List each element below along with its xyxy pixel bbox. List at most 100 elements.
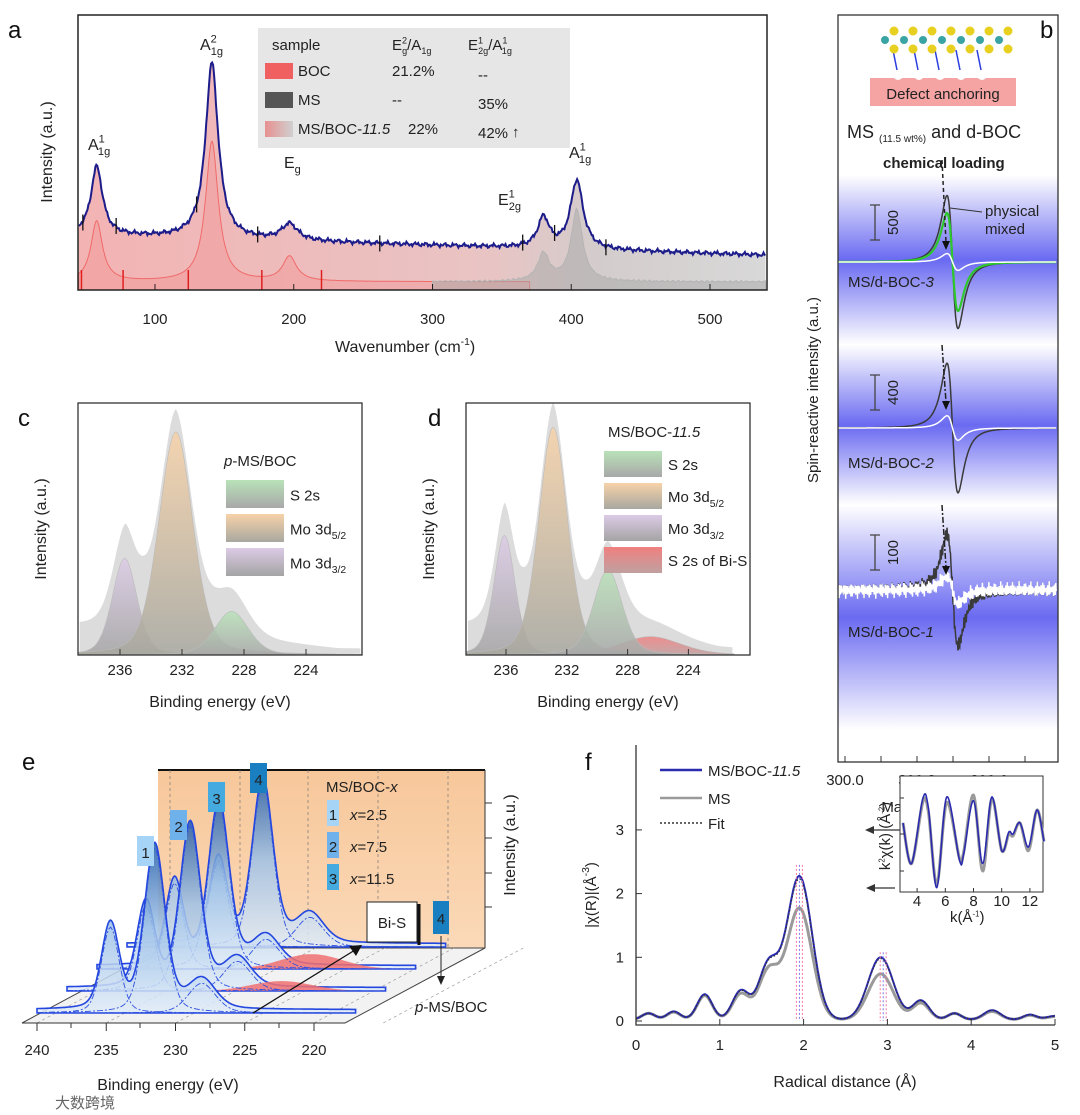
y-axis-label: Intensity (a.u.) bbox=[39, 101, 56, 202]
reference-trace bbox=[837, 414, 1057, 442]
scale-bar-label: 400 bbox=[885, 380, 902, 405]
peak-label: Eg bbox=[284, 155, 301, 176]
text-span: p bbox=[414, 999, 423, 1016]
label-base: S 2s bbox=[290, 487, 320, 504]
component-peak bbox=[466, 569, 735, 655]
panel-a-raman-chart: 100 200 300 400 500 Wavenumber (cm-1) Intensit… bbox=[39, 14, 768, 356]
label-sup: 1 bbox=[580, 141, 586, 153]
bi-s-box bbox=[366, 901, 418, 943]
table-sample: MS/BOC-11.5 bbox=[298, 121, 391, 138]
text-span: BOC bbox=[298, 63, 331, 80]
plot-area bbox=[78, 406, 362, 655]
label-base: Mo 3d bbox=[668, 521, 710, 538]
text-span: 3 bbox=[926, 274, 935, 291]
x-tick-label: 224 bbox=[676, 662, 701, 679]
plot-frame bbox=[837, 14, 1059, 763]
scale-bar bbox=[870, 534, 880, 571]
floor-grid-line bbox=[383, 947, 524, 1024]
y-tick-label: 0 bbox=[616, 1013, 624, 1030]
label-sub: 2g bbox=[509, 201, 521, 213]
legend-badge bbox=[327, 864, 339, 890]
s-atom bbox=[984, 44, 994, 54]
x-tick-label: 235 bbox=[94, 1042, 119, 1059]
table-header: sample bbox=[272, 37, 320, 54]
arrow-head-icon bbox=[942, 566, 950, 575]
label-base: |χ(R)|(Å bbox=[583, 876, 600, 928]
inset-x-axis-label: k(Å-1) bbox=[950, 909, 984, 926]
label-base: S 2s bbox=[668, 457, 698, 474]
label-mid: /A bbox=[488, 37, 502, 54]
text-span: MS bbox=[708, 791, 731, 808]
series-ms bbox=[432, 207, 766, 291]
legend-badge-label: 1 bbox=[329, 807, 337, 824]
bi-s-label: Bi-S bbox=[378, 915, 406, 932]
legend-badge bbox=[327, 800, 339, 826]
physical-mixed-label: physical bbox=[985, 203, 1039, 220]
peak-label: E1 2g bbox=[498, 188, 521, 213]
label-sup: -3 bbox=[581, 867, 592, 876]
shift-arrow bbox=[941, 344, 947, 403]
text-span: =7.5 bbox=[358, 839, 388, 856]
panel-letter-f: f bbox=[585, 749, 592, 776]
label-base: A bbox=[569, 145, 580, 162]
table-swatch bbox=[265, 63, 293, 79]
x-axis-label: Wavenumber (cm-1) bbox=[335, 337, 475, 356]
table-ratio1: -- bbox=[392, 92, 402, 109]
label-sub: 2g bbox=[478, 46, 488, 56]
s-atom bbox=[984, 26, 994, 36]
table-swatch bbox=[265, 92, 293, 108]
table-swatch bbox=[265, 121, 293, 137]
label-base: A bbox=[200, 37, 211, 54]
x-tick-label: 224 bbox=[293, 662, 318, 679]
label-sup: -1 bbox=[461, 337, 470, 348]
legend-title: MS/BOC-11.5 bbox=[608, 424, 701, 441]
label-end: ) bbox=[877, 802, 894, 807]
background-band bbox=[838, 345, 1058, 505]
legend-swatch bbox=[226, 480, 284, 508]
table-header: E2 g/A1g bbox=[392, 36, 431, 57]
text-span: 11.5 bbox=[362, 121, 391, 138]
mo-atom bbox=[881, 36, 889, 44]
label-base: k bbox=[877, 862, 894, 870]
x-tick-label: 2 bbox=[799, 1037, 807, 1054]
z-axis-label: Intensity (a.u.) bbox=[502, 794, 519, 895]
legend-badge-label: 2 bbox=[329, 839, 337, 856]
panel-letter-a: a bbox=[8, 17, 22, 44]
scale-bar bbox=[870, 204, 880, 241]
label-base: sample bbox=[272, 37, 320, 54]
trace-label: MS/d-BOC-1 bbox=[848, 624, 934, 641]
arrow-icon bbox=[934, 49, 940, 71]
s-atom bbox=[927, 44, 937, 54]
arrow-head-icon bbox=[865, 826, 874, 834]
s-atom bbox=[946, 44, 956, 54]
label-end: ) bbox=[583, 862, 600, 867]
table-sample: MS bbox=[298, 92, 321, 109]
legend-swatch bbox=[604, 515, 662, 541]
s-atom bbox=[965, 26, 975, 36]
background-band bbox=[838, 175, 1058, 345]
table-header: E1 2g/A1 1g bbox=[468, 36, 512, 57]
defect-site bbox=[914, 70, 924, 80]
panel-d-xps-chart: 236 232 228 224 Binding energy (eV) Intensity… bbox=[421, 402, 751, 711]
legend-label: x=2.5 bbox=[349, 807, 387, 824]
text-span: =2.5 bbox=[358, 807, 388, 824]
reference-badge bbox=[433, 901, 449, 934]
label-sup: 1 bbox=[509, 188, 515, 200]
panel-letter-d: d bbox=[428, 405, 441, 432]
text-span: -MS/BOC bbox=[423, 999, 487, 1016]
legend-label: S 2s bbox=[668, 457, 698, 474]
trace-badge bbox=[250, 763, 267, 793]
x-tick-label: 100 bbox=[142, 311, 167, 328]
table-sample: BOC bbox=[298, 63, 331, 80]
legend-label: MS/BOC-11.5 bbox=[708, 763, 801, 780]
molecule-schematic: Defect anchoring bbox=[870, 26, 1016, 106]
label-sub: g bbox=[402, 46, 407, 56]
s-atom bbox=[908, 44, 918, 54]
text-span: Fit bbox=[708, 816, 725, 833]
label-sup: 2 bbox=[211, 33, 217, 45]
label-end: ) bbox=[979, 909, 984, 926]
label-base: A bbox=[88, 137, 99, 154]
x-tick-label: 4 bbox=[967, 1037, 975, 1054]
component-fit-line bbox=[36, 926, 356, 1014]
